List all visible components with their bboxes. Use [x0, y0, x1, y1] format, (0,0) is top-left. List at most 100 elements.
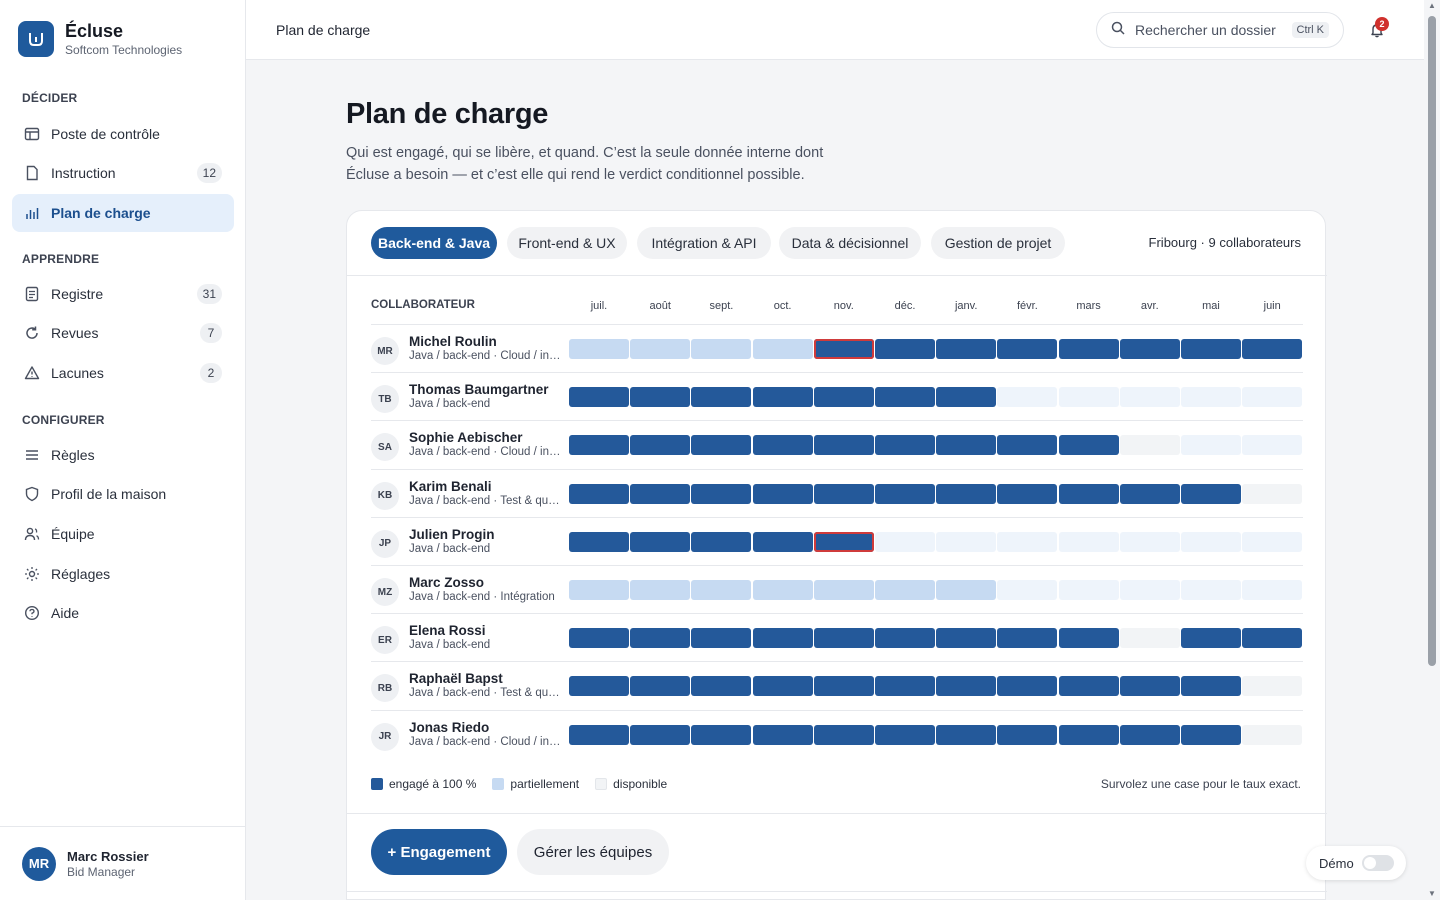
tab-front-end-ux[interactable]: Front-end & UX — [507, 227, 627, 259]
toggle-switch[interactable] — [1362, 855, 1394, 871]
load-cell[interactable] — [1181, 387, 1241, 408]
load-cell[interactable] — [752, 387, 813, 408]
load-cell[interactable] — [875, 580, 935, 600]
load-cell[interactable] — [1119, 724, 1180, 745]
load-cell[interactable] — [691, 387, 752, 408]
load-cell[interactable] — [1119, 676, 1180, 697]
scroll-up-icon[interactable]: ▲ — [1428, 1, 1436, 10]
load-cell[interactable] — [630, 387, 691, 408]
scroll-down-icon[interactable]: ▼ — [1428, 889, 1436, 898]
nav-instruction[interactable]: Instruction 12 — [12, 154, 234, 192]
load-cell[interactable] — [752, 483, 813, 504]
load-cell[interactable] — [1242, 676, 1303, 697]
load-cell[interactable] — [1181, 483, 1241, 504]
nav-registre[interactable]: Registre 31 — [12, 275, 234, 313]
load-cell[interactable] — [1181, 628, 1241, 649]
load-cell[interactable] — [1242, 580, 1303, 600]
load-cell[interactable] — [1058, 724, 1119, 745]
load-cell[interactable] — [569, 531, 629, 552]
load-cell[interactable] — [1119, 483, 1180, 504]
load-cell[interactable] — [1181, 339, 1241, 359]
load-cell[interactable] — [630, 580, 691, 600]
user-card[interactable]: MR Marc Rossier Bid Manager — [0, 826, 246, 900]
demo-toggle[interactable]: Démo — [1306, 846, 1406, 880]
load-cell[interactable] — [875, 628, 935, 649]
manage-teams-button[interactable]: Gérer les équipes — [517, 829, 669, 875]
load-cell[interactable] — [569, 435, 629, 456]
load-cell[interactable] — [630, 628, 691, 649]
load-cell[interactable] — [1242, 483, 1303, 504]
nav-equipe[interactable]: Équipe — [12, 515, 234, 553]
load-cell[interactable] — [691, 580, 752, 600]
load-cell[interactable] — [1242, 628, 1303, 649]
load-cell[interactable] — [569, 483, 629, 504]
load-cell[interactable] — [936, 339, 997, 359]
load-cell[interactable] — [875, 387, 935, 408]
load-cell[interactable] — [691, 676, 752, 697]
load-cell[interactable] — [1181, 435, 1241, 456]
load-cell[interactable] — [813, 724, 874, 745]
load-cell[interactable] — [813, 339, 874, 359]
load-cell[interactable] — [813, 387, 874, 408]
load-cell[interactable] — [569, 676, 629, 697]
load-cell[interactable] — [813, 676, 874, 697]
load-cell[interactable] — [752, 724, 813, 745]
load-cell[interactable] — [1242, 387, 1303, 408]
load-cell[interactable] — [630, 676, 691, 697]
nav-profil-de-la-maison[interactable]: Profil de la maison — [12, 475, 234, 513]
load-cell[interactable] — [936, 435, 997, 456]
nav-plan-de-charge[interactable]: Plan de charge — [12, 194, 234, 232]
load-cell[interactable] — [936, 387, 997, 408]
load-cell[interactable] — [1058, 676, 1119, 697]
scroll-thumb[interactable] — [1428, 16, 1436, 666]
load-cell[interactable] — [813, 531, 874, 552]
load-cell[interactable] — [752, 339, 813, 359]
load-cell[interactable] — [752, 628, 813, 649]
load-cell[interactable] — [1242, 531, 1303, 552]
tab-back-end-java[interactable]: Back-end & Java — [371, 227, 497, 259]
load-cell[interactable] — [752, 676, 813, 697]
load-cell[interactable] — [1058, 483, 1119, 504]
load-cell[interactable] — [936, 724, 997, 745]
search-input[interactable]: Rechercher un dossier Ctrl K — [1096, 12, 1344, 48]
brand[interactable]: Écluse Softcom Technologies — [0, 0, 245, 60]
load-cell[interactable] — [1242, 435, 1303, 456]
add-engagement-button[interactable]: + Engagement — [371, 829, 507, 875]
load-cell[interactable] — [569, 628, 629, 649]
load-cell[interactable] — [997, 339, 1058, 359]
load-cell[interactable] — [569, 339, 629, 359]
load-cell[interactable] — [691, 531, 752, 552]
load-cell[interactable] — [1181, 580, 1241, 600]
load-cell[interactable] — [691, 339, 752, 359]
load-cell[interactable] — [752, 531, 813, 552]
load-cell[interactable] — [997, 676, 1058, 697]
load-cell[interactable] — [997, 387, 1058, 408]
load-cell[interactable] — [1181, 676, 1241, 697]
load-cell[interactable] — [1119, 580, 1180, 600]
tab-data-decisionnel[interactable]: Data & décisionnel — [779, 227, 921, 259]
load-cell[interactable] — [691, 483, 752, 504]
load-cell[interactable] — [875, 676, 935, 697]
load-cell[interactable] — [1058, 531, 1119, 552]
load-cell[interactable] — [936, 580, 997, 600]
load-cell[interactable] — [875, 339, 935, 359]
load-cell[interactable] — [997, 724, 1058, 745]
load-cell[interactable] — [1242, 724, 1303, 745]
nav-regles[interactable]: Règles — [12, 436, 234, 474]
load-cell[interactable] — [1058, 339, 1119, 359]
load-cell[interactable] — [813, 580, 874, 600]
load-cell[interactable] — [997, 628, 1058, 649]
load-cell[interactable] — [875, 483, 935, 504]
nav-poste-de-controle[interactable]: Poste de contrôle — [12, 115, 234, 153]
load-cell[interactable] — [752, 580, 813, 600]
load-cell[interactable] — [875, 435, 935, 456]
load-cell[interactable] — [1058, 435, 1119, 456]
load-cell[interactable] — [875, 531, 935, 552]
load-cell[interactable] — [1242, 339, 1303, 359]
load-cell[interactable] — [936, 628, 997, 649]
load-cell[interactable] — [997, 531, 1058, 552]
load-cell[interactable] — [997, 435, 1058, 456]
load-cell[interactable] — [1119, 531, 1180, 552]
load-cell[interactable] — [1181, 724, 1241, 745]
load-cell[interactable] — [1119, 628, 1180, 649]
